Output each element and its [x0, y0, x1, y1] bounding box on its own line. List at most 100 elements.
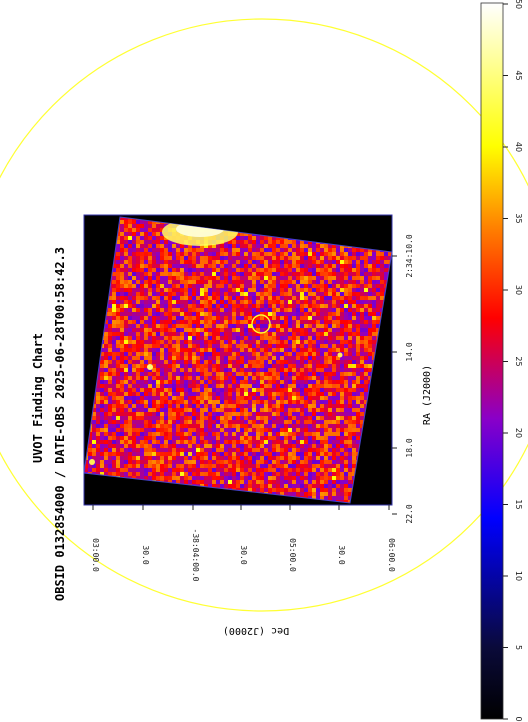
image-pixel	[276, 244, 280, 248]
image-pixel	[136, 272, 140, 276]
image-pixel	[268, 436, 272, 440]
image-pixel	[288, 256, 292, 260]
image-pixel	[144, 396, 148, 400]
image-pixel	[356, 432, 360, 436]
image-pixel	[320, 424, 324, 428]
image-pixel	[260, 340, 264, 344]
image-pixel	[268, 284, 272, 288]
image-pixel	[200, 372, 204, 376]
image-pixel	[272, 288, 276, 292]
image-pixel	[256, 236, 260, 240]
image-pixel	[164, 416, 168, 420]
image-pixel	[296, 248, 300, 252]
image-pixel	[268, 244, 272, 248]
image-pixel	[352, 300, 356, 304]
image-pixel	[132, 248, 136, 252]
image-pixel	[148, 424, 152, 428]
image-pixel	[200, 320, 204, 324]
image-pixel	[192, 404, 196, 408]
image-pixel	[164, 372, 168, 376]
image-pixel	[284, 328, 288, 332]
image-pixel	[276, 436, 280, 440]
image-pixel	[284, 272, 288, 276]
image-pixel	[192, 304, 196, 308]
image-pixel	[232, 248, 236, 252]
image-pixel	[156, 428, 160, 432]
image-pixel	[340, 268, 344, 272]
image-pixel	[248, 364, 252, 368]
image-pixel	[272, 372, 276, 376]
image-pixel	[336, 328, 340, 332]
image-pixel	[144, 316, 148, 320]
image-pixel	[316, 268, 320, 272]
image-pixel	[136, 352, 140, 356]
image-pixel	[360, 364, 364, 368]
image-pixel	[248, 408, 252, 412]
image-pixel	[260, 288, 264, 292]
image-pixel	[164, 384, 168, 388]
image-pixel	[360, 288, 364, 292]
image-pixel	[208, 368, 212, 372]
image-pixel	[300, 432, 304, 436]
image-pixel	[196, 340, 200, 344]
image-pixel	[212, 268, 216, 272]
image-pixel	[124, 428, 128, 432]
image-pixel	[272, 364, 276, 368]
image-pixel	[340, 460, 344, 464]
image-pixel	[388, 252, 392, 256]
image-pixel	[216, 404, 220, 408]
image-pixel	[92, 412, 96, 416]
image-pixel	[300, 408, 304, 412]
image-pixel	[224, 352, 228, 356]
image-pixel	[320, 392, 324, 396]
image-pixel	[264, 408, 268, 412]
image-pixel	[200, 328, 204, 332]
image-pixel	[164, 396, 168, 400]
image-pixel	[172, 448, 176, 452]
image-pixel	[332, 348, 336, 352]
image-pixel	[124, 404, 128, 408]
image-pixel	[296, 336, 300, 340]
image-pixel	[260, 236, 264, 240]
image-pixel	[264, 404, 268, 408]
image-pixel	[220, 288, 224, 292]
image-pixel	[288, 340, 292, 344]
image-pixel	[356, 440, 360, 444]
image-pixel	[208, 416, 212, 420]
image-pixel	[300, 276, 304, 280]
image-pixel	[148, 308, 152, 312]
image-pixel	[112, 408, 116, 412]
image-pixel	[244, 372, 248, 376]
image-pixel	[152, 320, 156, 324]
image-pixel	[280, 240, 284, 244]
image-pixel	[128, 296, 132, 300]
image-pixel	[392, 344, 396, 348]
image-pixel	[252, 392, 256, 396]
image-pixel	[268, 408, 272, 412]
image-pixel	[248, 448, 252, 452]
image-pixel	[244, 380, 248, 384]
image-pixel	[292, 440, 296, 444]
image-pixel	[364, 280, 368, 284]
image-pixel	[232, 460, 236, 464]
image-pixel	[352, 380, 356, 384]
image-pixel	[312, 452, 316, 456]
image-pixel	[352, 308, 356, 312]
image-pixel	[172, 336, 176, 340]
image-pixel	[272, 284, 276, 288]
image-pixel	[224, 292, 228, 296]
image-pixel	[360, 256, 364, 260]
image-pixel	[236, 380, 240, 384]
image-pixel	[220, 344, 224, 348]
image-pixel	[116, 432, 120, 436]
image-pixel	[204, 460, 208, 464]
image-pixel	[336, 260, 340, 264]
image-pixel	[112, 444, 116, 448]
image-pixel	[144, 292, 148, 296]
image-pixel	[180, 268, 184, 272]
image-pixel	[296, 320, 300, 324]
image-pixel	[344, 392, 348, 396]
image-pixel	[320, 396, 324, 400]
image-pixel	[256, 324, 260, 328]
image-pixel	[332, 276, 336, 280]
